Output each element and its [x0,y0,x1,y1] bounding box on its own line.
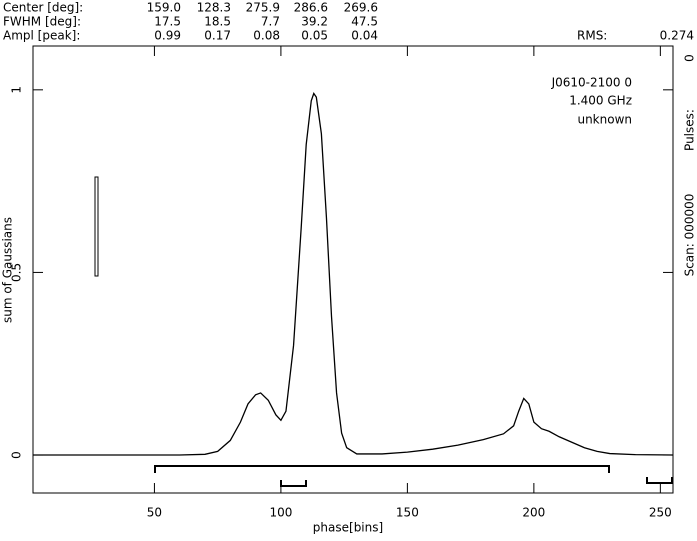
x-tick-label: 50 [147,506,162,520]
pulses-count: 0 [683,54,697,62]
x-tick-label: 100 [269,506,292,520]
header-value: 0.17 [204,29,231,43]
plot-frame [32,45,674,494]
rms-label: RMS: [577,29,607,43]
header-value: 0.99 [154,29,181,43]
x-tick-label: 200 [522,506,545,520]
header-label: FWHM [deg]: [3,15,81,29]
header-value: 0.08 [253,29,280,43]
header-value: 39.2 [301,15,328,29]
header-label: Center [deg]: [3,1,83,15]
window-bracket [154,465,610,473]
header-value: 128.3 [197,1,231,15]
header-value: 0.05 [301,29,328,43]
annotation: unknown [577,113,632,127]
header-value: 275.9 [246,1,280,15]
header-value: 159.0 [147,1,181,15]
header-label: Ampl [peak]: [3,29,80,43]
x-tick-label: 150 [396,506,419,520]
header-value: 17.5 [154,15,181,29]
pulses-label: Pulses: [683,109,697,151]
header-value: 18.5 [204,15,231,29]
y-tick-label: 0.5 [10,263,24,282]
profile-line [33,92,674,456]
header-value: 0.04 [351,29,378,43]
y-axis-label: sum of Gaussians [1,217,15,323]
y-tick-label: 1 [10,86,24,94]
annotation: J0610-2100 0 [551,76,632,90]
y-tick-label: 0 [10,451,24,459]
rms-value: 0.274 [660,29,694,43]
header-value: 286.6 [294,1,328,15]
header-value: 7.7 [261,15,280,29]
x-tick-label: 250 [649,506,672,520]
window-bracket [646,477,673,484]
header-value: 269.6 [344,1,378,15]
annotation: 1.400 GHz [569,94,632,108]
scan-label: Scan: 000000 [683,194,697,277]
header-value: 47.5 [351,15,378,29]
x-axis-label: phase[bins] [313,521,383,535]
error-box [94,176,99,277]
